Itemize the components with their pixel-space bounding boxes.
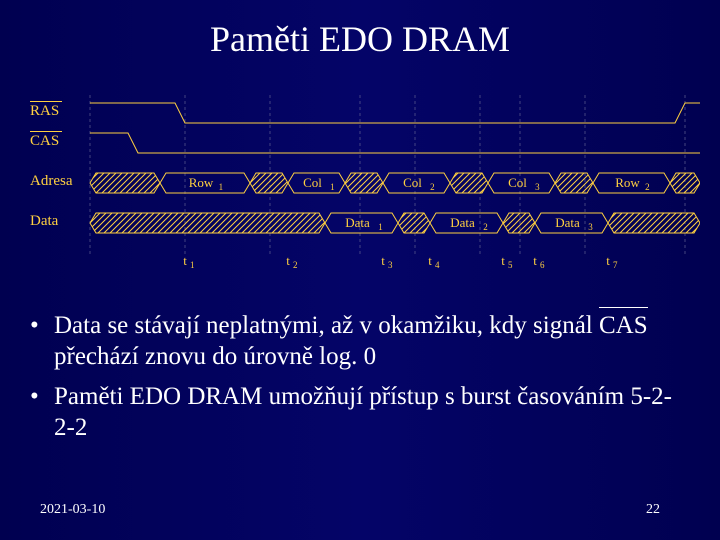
bullet-1: • Data se stávají neplatnými, až v okamž… — [30, 310, 680, 373]
bullet-1-post: přechází znovu do úrovně log. 0 — [54, 343, 376, 370]
ras-overline — [30, 101, 62, 102]
svg-text:Col: Col — [403, 175, 422, 190]
bullet-1-cas: CAS — [599, 310, 648, 341]
svg-text:Data: Data — [450, 215, 475, 230]
waveform-svg: Row1Col1Col2Col3Row2Data1Data2Data3t1t2t… — [30, 85, 700, 285]
svg-text:1: 1 — [378, 222, 383, 232]
timing-diagram: RAS CAS Adresa Data Row 1 Col 1 Col 2 Col 3 Row 2… — [30, 85, 700, 285]
page-number: 22 — [646, 502, 660, 518]
ras-label: RAS — [30, 103, 85, 120]
bullet-1-pre: Data se stávají neplatnými, až v okamžik… — [54, 312, 599, 339]
svg-text:6: 6 — [540, 260, 545, 270]
svg-text:Col: Col — [303, 175, 322, 190]
slide: Paměti EDO DRAM RAS CAS Adresa Data Row 1… — [0, 0, 720, 540]
svg-text:2: 2 — [645, 182, 650, 192]
svg-text:2: 2 — [430, 182, 435, 192]
svg-text:7: 7 — [613, 260, 618, 270]
page-title: Paměti EDO DRAM — [0, 18, 720, 60]
svg-text:t: t — [286, 253, 290, 268]
svg-text:1: 1 — [190, 260, 195, 270]
svg-text:Col: Col — [508, 175, 527, 190]
svg-text:3: 3 — [535, 182, 540, 192]
svg-text:1: 1 — [219, 182, 224, 192]
bullet-2-text: Paměti EDO DRAM umožňují přístup s burst… — [54, 381, 680, 444]
svg-text:2: 2 — [293, 260, 298, 270]
svg-text:Data: Data — [555, 215, 580, 230]
svg-text:Row: Row — [615, 175, 640, 190]
svg-text:3: 3 — [388, 260, 393, 270]
bullet-dot: • — [30, 310, 54, 373]
svg-text:3: 3 — [588, 222, 593, 232]
svg-text:t: t — [381, 253, 385, 268]
svg-text:t: t — [533, 253, 537, 268]
adresa-label: Adresa — [30, 173, 85, 190]
svg-text:4: 4 — [435, 260, 440, 270]
bullet-dot: • — [30, 381, 54, 444]
svg-text:5: 5 — [508, 260, 513, 270]
svg-text:1: 1 — [330, 182, 335, 192]
data-label: Data — [30, 213, 85, 230]
svg-text:t: t — [428, 253, 432, 268]
cas-overline — [30, 131, 62, 132]
svg-text:t: t — [606, 253, 610, 268]
body-text: • Data se stávají neplatnými, až v okamž… — [30, 310, 680, 451]
footer-date: 2021-03-10 — [40, 502, 105, 518]
svg-text:Row: Row — [189, 175, 214, 190]
svg-text:Data: Data — [345, 215, 370, 230]
svg-text:t: t — [183, 253, 187, 268]
svg-text:t: t — [501, 253, 505, 268]
svg-text:2: 2 — [483, 222, 488, 232]
cas-label: CAS — [30, 133, 85, 150]
bullet-2: • Paměti EDO DRAM umožňují přístup s bur… — [30, 381, 680, 444]
